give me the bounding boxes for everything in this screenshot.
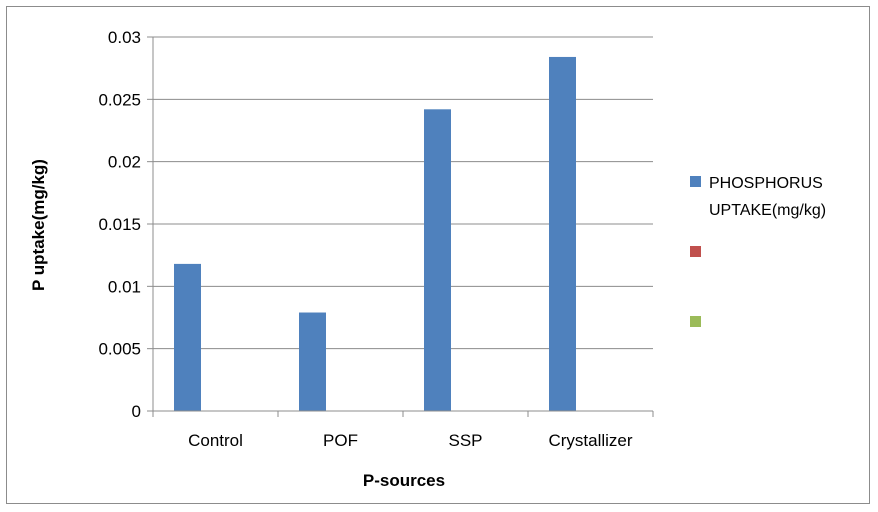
bars xyxy=(174,56,576,412)
y-tick-label: 0 xyxy=(132,402,141,421)
y-tick-label: 0.025 xyxy=(98,90,141,109)
legend-swatch xyxy=(690,316,701,327)
x-tick-label: POF xyxy=(323,431,358,450)
legend-swatch xyxy=(690,246,701,257)
gridlines xyxy=(147,36,653,412)
legend-label: PHOSPHORUS xyxy=(709,175,823,192)
bar-pof xyxy=(299,312,326,411)
x-axis-title: P-sources xyxy=(363,471,445,490)
y-tick-label: 0.02 xyxy=(108,153,141,172)
axes xyxy=(152,37,654,417)
y-tick-label: 0.015 xyxy=(98,215,141,234)
y-tick-label: 0.005 xyxy=(98,340,141,359)
y-tick-label: 0.01 xyxy=(108,277,141,296)
bar-ssp xyxy=(424,109,451,411)
y-axis-title: P uptake(mg/kg) xyxy=(29,159,48,291)
x-tick-label: Control xyxy=(188,431,243,450)
legend-swatch xyxy=(690,176,701,187)
bar-crystallizer xyxy=(549,56,576,412)
y-tick-labels: 0 0.005 0.01 0.015 0.02 0.025 0.03 xyxy=(98,28,141,421)
y-tick-label: 0.03 xyxy=(108,28,141,47)
legend-label: UPTAKE(mg/kg) xyxy=(709,202,826,219)
legend: PHOSPHORUS UPTAKE(mg/kg) xyxy=(690,175,826,327)
x-tick-label: SSP xyxy=(448,431,482,450)
x-tick-label: Crystallizer xyxy=(548,431,632,450)
bar-control xyxy=(174,263,201,411)
x-tick-labels: Control POF SSP Crystallizer xyxy=(188,431,633,450)
